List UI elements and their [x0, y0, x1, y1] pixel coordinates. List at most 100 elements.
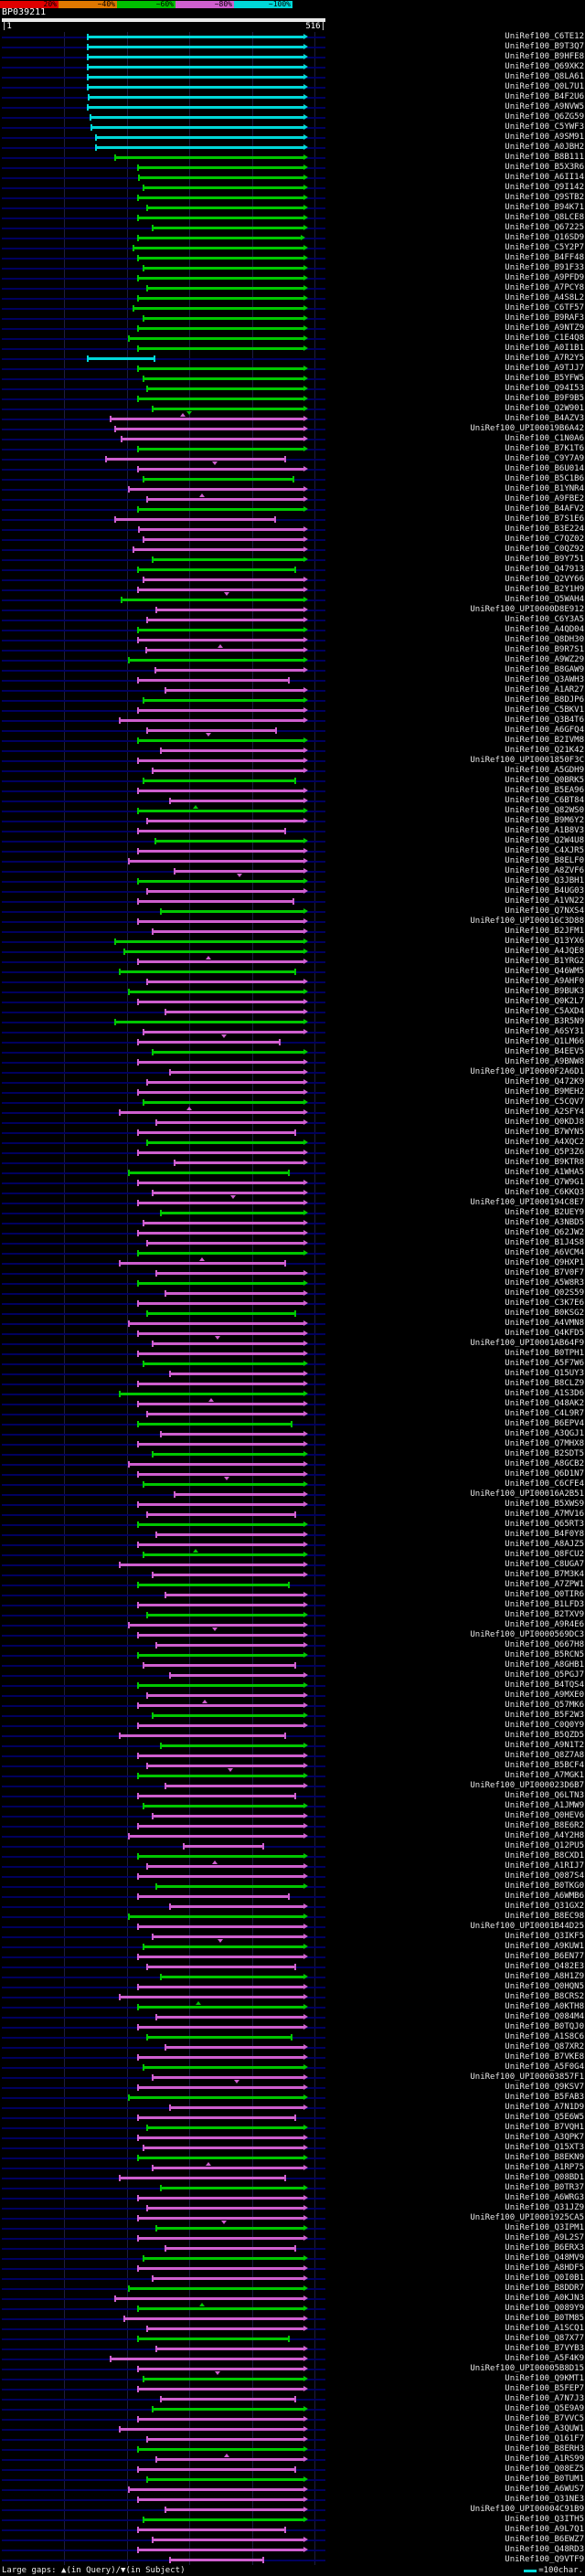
hit-bar[interactable] [151, 2162, 308, 2171]
hit-label[interactable]: UniRef100_UPI000023D6B7 [470, 1781, 584, 1790]
hit-label[interactable]: UniRef100_A9TJJ7 [505, 364, 584, 373]
hit-label[interactable]: UniRef100_A7MGK1 [505, 1771, 584, 1780]
hit-label[interactable]: UniRef100_Q5E6W5 [505, 2113, 584, 2122]
hit-label[interactable]: UniRef100_B9HFE8 [505, 52, 584, 61]
hit-label[interactable]: UniRef100_B0TUM1 [505, 2475, 584, 2484]
hit-bar[interactable] [146, 1411, 308, 1417]
hit-bar[interactable] [142, 1481, 308, 1488]
hit-bar[interactable] [136, 1521, 308, 1528]
hit-bar[interactable] [142, 376, 308, 382]
hit-label[interactable]: UniRef100_Q3IPM1 [505, 2223, 584, 2232]
hit-label[interactable]: UniRef100_B5BCF4 [505, 1761, 584, 1770]
hit-bar[interactable] [159, 747, 308, 754]
hit-label[interactable]: UniRef100_A7R2Y5 [505, 354, 584, 363]
hit-label[interactable]: UniRef100_Q46WM5 [505, 967, 584, 976]
hit-label[interactable]: UniRef100_B9MEH2 [505, 1087, 584, 1097]
hit-bar[interactable] [136, 1059, 308, 1065]
hit-bar[interactable] [146, 2326, 308, 2332]
hit-bar[interactable] [146, 2205, 308, 2211]
hit-label[interactable]: UniRef100_Q2VY66 [505, 575, 584, 584]
hit-label[interactable]: UniRef100_A4XQC2 [505, 1138, 584, 1147]
hit-label[interactable]: UniRef100_B4AZV3 [505, 414, 584, 423]
hit-bar[interactable] [142, 778, 296, 784]
hit-label[interactable]: UniRef100_A7ZPW1 [505, 1580, 584, 1589]
hit-bar[interactable] [136, 999, 308, 1005]
hit-label[interactable]: UniRef100_A6GFQ4 [505, 726, 584, 735]
hit-bar[interactable] [110, 2356, 308, 2362]
hit-label[interactable]: UniRef100_A9MXE0 [505, 1691, 584, 1700]
hit-bar[interactable] [146, 285, 308, 292]
hit-bar[interactable] [132, 305, 308, 312]
hit-bar[interactable] [169, 1069, 308, 1076]
hit-label[interactable]: UniRef100_B6U014 [505, 464, 584, 473]
hit-bar[interactable] [155, 1119, 308, 1126]
hit-bar[interactable] [155, 2346, 308, 2352]
hit-label[interactable]: UniRef100_C1E4Q8 [505, 334, 584, 343]
hit-bar[interactable] [146, 205, 308, 211]
hit-label[interactable]: UniRef100_A4VMN8 [505, 1319, 584, 1328]
hit-bar[interactable] [118, 1257, 287, 1267]
hit-bar[interactable] [159, 908, 308, 915]
hit-bar[interactable] [132, 546, 308, 553]
hit-bar[interactable] [173, 1160, 308, 1166]
hit-label[interactable]: UniRef100_UPI00004C91B9 [470, 2505, 584, 2514]
hit-label[interactable]: UniRef100_A0KJN3 [505, 2294, 584, 2303]
hit-bar[interactable] [146, 1240, 308, 1246]
hit-bar[interactable] [136, 215, 308, 221]
hit-bar[interactable] [169, 1371, 308, 1377]
hit-bar[interactable] [136, 1582, 290, 1588]
hit-bar[interactable] [127, 1622, 308, 1631]
hit-label[interactable]: UniRef100_A5GDH9 [505, 766, 584, 775]
hit-bar[interactable] [136, 2446, 308, 2453]
hit-label[interactable]: UniRef100_Q9HXP1 [505, 1258, 584, 1267]
hit-bar[interactable] [164, 2507, 308, 2513]
hit-bar[interactable] [154, 838, 308, 844]
hit-bar[interactable] [136, 1039, 281, 1045]
hit-label[interactable]: UniRef100_B2IVM8 [505, 736, 584, 745]
hit-bar[interactable] [164, 1009, 308, 1015]
hit-label[interactable]: UniRef100_B4F2U6 [505, 92, 584, 101]
hit-bar[interactable] [136, 805, 308, 814]
hit-bar[interactable] [113, 938, 308, 945]
hit-label[interactable]: UniRef100_Q1LM66 [505, 1037, 584, 1046]
hit-bar[interactable] [127, 1913, 308, 1920]
hit-bar[interactable] [136, 737, 308, 744]
hit-bar[interactable] [164, 2044, 308, 2051]
hit-bar[interactable] [169, 2104, 308, 2111]
hit-bar[interactable] [127, 858, 308, 864]
hit-bar[interactable] [169, 2557, 265, 2563]
hit-bar[interactable] [118, 1994, 308, 2000]
hit-bar[interactable] [136, 2195, 308, 2201]
hit-label[interactable]: UniRef100_Q6ZG59 [505, 112, 584, 122]
hit-bar[interactable] [136, 1150, 308, 1156]
hit-bar[interactable] [151, 406, 308, 415]
hit-bar[interactable] [151, 1813, 308, 1819]
hit-label[interactable]: UniRef100_A3QGJ1 [505, 1429, 584, 1438]
hit-label[interactable]: UniRef100_B5QZD5 [505, 1731, 584, 1740]
hit-bar[interactable] [151, 928, 308, 935]
hit-bar[interactable] [136, 2303, 308, 2312]
hit-label[interactable]: UniRef100_Q0TIR6 [505, 1590, 584, 1599]
hit-label[interactable]: UniRef100_Q2W4U8 [505, 836, 584, 845]
hit-label[interactable]: UniRef100_Q6D1N7 [505, 1469, 584, 1479]
hit-label[interactable]: UniRef100_B0TPH1 [505, 1349, 584, 1358]
hit-label[interactable]: UniRef100_A4JQE8 [505, 947, 584, 956]
hit-label[interactable]: UniRef100_A1RIJ7 [505, 1861, 584, 1871]
hit-label[interactable]: UniRef100_B7WYN5 [505, 1128, 584, 1137]
hit-bar[interactable] [146, 1079, 308, 1086]
hit-label[interactable]: UniRef100_A8H1Z9 [505, 1972, 584, 1981]
hit-label[interactable]: UniRef100_B1J4S8 [505, 1238, 584, 1247]
hit-label[interactable]: UniRef100_A6WRG3 [505, 2193, 584, 2202]
hit-bar[interactable] [136, 1853, 308, 1860]
hit-label[interactable]: UniRef100_B8EC98 [505, 1912, 584, 1921]
hit-bar[interactable] [146, 1692, 308, 1699]
hit-bar[interactable] [136, 1632, 308, 1638]
hit-bar[interactable] [142, 577, 308, 583]
hit-bar[interactable] [127, 486, 308, 493]
hit-bar[interactable] [142, 1029, 308, 1038]
hit-label[interactable]: UniRef100_Q472K9 [505, 1077, 584, 1087]
hit-bar[interactable] [136, 1180, 308, 1186]
hit-label[interactable]: UniRef100_UPI00019B6A42 [470, 424, 584, 433]
hit-bar[interactable] [86, 355, 156, 362]
hit-bar[interactable] [142, 2064, 308, 2071]
